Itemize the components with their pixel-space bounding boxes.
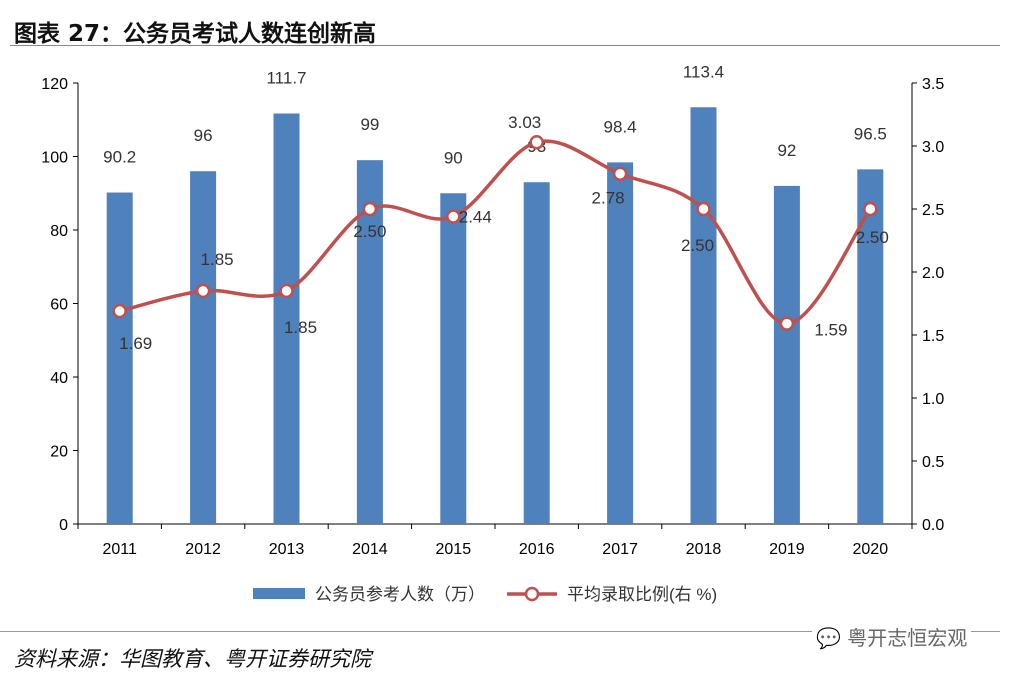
bar-data-label: 113.4 [683, 62, 724, 81]
line-marker [279, 283, 294, 299]
bar-data-label: 111.7 [266, 69, 306, 88]
left-tick-label: 80 [50, 223, 68, 240]
right-tick-label: 3.0 [922, 139, 944, 156]
line-marker [612, 166, 628, 181]
line-data-label: 1.59 [814, 321, 847, 340]
figure-title: 图表 27：公务员考试人数连创新高 [14, 21, 377, 47]
line-marker [112, 303, 127, 319]
x-tick-label: 2014 [352, 541, 388, 558]
bar [190, 171, 217, 524]
line-data-label: 2.50 [681, 236, 714, 255]
left-tick-label: 120 [41, 76, 68, 93]
line-marker [362, 201, 378, 217]
bar-data-label: 98.4 [604, 117, 637, 136]
source-note: 资料来源：华图教育、粤开证券研究院 [14, 647, 371, 671]
bar [690, 107, 717, 524]
line-data-label: 2.78 [592, 189, 625, 208]
footer-divider [0, 631, 1000, 632]
x-tick-label: 2017 [602, 541, 638, 558]
line-data-label: 1.69 [119, 334, 152, 353]
legend-bar-label: 公务员参考人数（万） [315, 585, 485, 604]
right-tick-label: 0.5 [922, 454, 944, 471]
line-marker [779, 316, 795, 331]
title-divider [10, 45, 1000, 46]
line-data-label: 2.44 [459, 208, 492, 227]
bar [773, 185, 800, 524]
line-data-label: 2.50 [856, 228, 889, 247]
line-data-label: 3.03 [508, 113, 541, 132]
line-marker [863, 201, 878, 217]
series-line [119, 139, 872, 326]
left-tick-label: 0 [59, 517, 68, 534]
right-tick-label: 0.0 [922, 517, 944, 534]
x-tick-label: 2011 [102, 541, 137, 558]
x-tick-label: 2016 [519, 541, 555, 558]
line-marker [446, 209, 461, 224]
line-marker [529, 134, 544, 150]
x-tick-label: 2018 [686, 541, 722, 558]
legend-line-marker [524, 586, 540, 602]
watermark: 💬 粤开志恒宏观 [812, 622, 972, 651]
left-tick-label: 20 [50, 444, 68, 461]
bar [523, 182, 550, 524]
line-data-label: 1.85 [201, 250, 234, 269]
line-data-label: 1.85 [284, 318, 317, 337]
x-tick-label: 2020 [853, 541, 889, 558]
bar [607, 162, 634, 524]
watermark-text: 粤开志恒宏观 [847, 626, 968, 650]
x-tick-label: 2013 [269, 541, 305, 558]
bar [440, 193, 467, 524]
wechat-icon: 💬 [816, 626, 841, 650]
x-tick-label: 2012 [185, 541, 221, 558]
bar-data-label: 92 [777, 141, 796, 160]
left-tick-label: 60 [50, 297, 68, 314]
bar-data-label: 90.2 [103, 148, 136, 167]
bar [273, 113, 300, 524]
bar-data-label: 96.5 [854, 124, 887, 143]
bar-data-label: 99 [360, 115, 379, 134]
line-marker [696, 201, 711, 217]
right-tick-label: 2.5 [922, 202, 944, 219]
bar-data-label: 90 [444, 148, 463, 167]
legend-line-label: 平均录取比例(右 %) [567, 585, 717, 604]
left-tick-label: 100 [41, 150, 68, 167]
x-tick-label: 2015 [436, 541, 472, 558]
right-tick-label: 2.0 [922, 265, 944, 282]
bar [356, 160, 383, 525]
right-tick-label: 1.0 [922, 391, 944, 408]
legend-bar-swatch [253, 588, 305, 599]
bar [857, 169, 884, 525]
line-marker [195, 283, 211, 299]
bar-data-label: 96 [194, 126, 213, 145]
left-tick-label: 40 [50, 370, 68, 387]
bar [106, 192, 133, 524]
line-data-label: 2.50 [353, 222, 386, 241]
x-tick-label: 2019 [769, 541, 805, 558]
combo-chart: 0 20 40 60 80 100 120 0.0 0.5 1.0 1.5 2.0 2.5 3.0 3.5 2… [41, 62, 944, 604]
right-tick-label: 3.5 [922, 76, 944, 93]
right-tick-label: 1.5 [922, 328, 944, 345]
